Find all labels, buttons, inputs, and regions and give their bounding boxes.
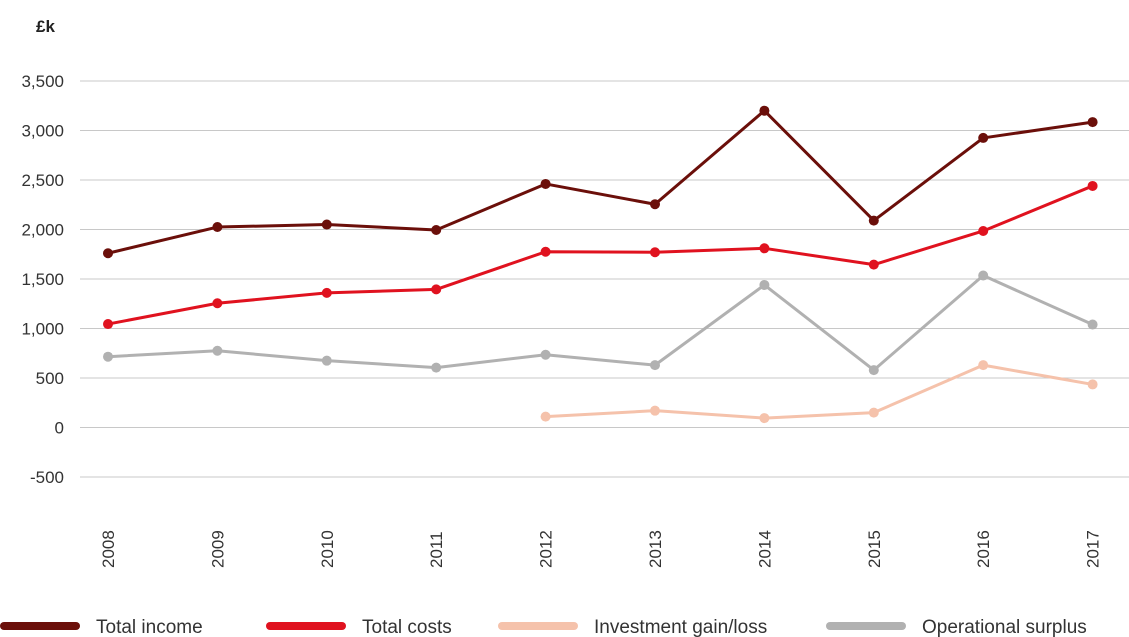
data-point <box>1087 117 1098 128</box>
y-tick-label: 500 <box>36 369 64 388</box>
data-point <box>1087 319 1098 330</box>
legend-item: Total costs <box>266 617 452 637</box>
series-lines <box>103 105 1098 424</box>
x-tick-label: 2013 <box>646 530 665 568</box>
data-point <box>978 270 989 281</box>
y-tick-label: 0 <box>55 419 64 438</box>
data-point <box>1087 180 1098 191</box>
legend-label: Total income <box>96 617 203 637</box>
series-4 <box>103 270 1098 376</box>
data-point <box>321 287 332 298</box>
y-tick-label: 3,500 <box>21 72 64 91</box>
data-point <box>759 413 770 424</box>
legend-label: Operational surplus <box>922 617 1087 637</box>
data-point <box>759 105 770 116</box>
data-point <box>650 247 660 258</box>
legend: Total income Total costs Investment gain/l… <box>0 617 1087 637</box>
data-point <box>868 365 879 376</box>
y-axis-ticks: -500 0 500 1,000 1,500 2,000 2,500 3,000 3,500 <box>21 72 64 487</box>
x-tick-label: 2014 <box>755 530 774 568</box>
series-line <box>107 184 1094 326</box>
data-point <box>978 360 989 371</box>
data-point <box>868 407 879 418</box>
x-tick-label: 2016 <box>974 530 993 568</box>
data-point <box>650 199 660 210</box>
unit-label: £k <box>36 17 55 36</box>
series-line <box>107 274 1094 372</box>
x-tick-label: 2009 <box>208 530 227 568</box>
data-point <box>540 246 551 257</box>
series-line <box>545 363 1093 420</box>
x-tick-label: 2015 <box>865 530 884 568</box>
gridlines <box>80 80 1129 478</box>
x-tick-label: 2012 <box>537 530 556 568</box>
series-line <box>107 109 1093 255</box>
data-point <box>868 215 879 226</box>
legend-label: Total costs <box>362 617 452 637</box>
y-tick-label: -500 <box>30 468 64 487</box>
data-point <box>431 362 442 373</box>
y-tick-label: 2,500 <box>21 171 64 190</box>
data-point <box>1087 379 1098 390</box>
x-tick-label: 2017 <box>1084 530 1103 568</box>
x-axis-ticks: 2008 2009 2010 2011 2012 2013 2014 2015 2016 2017 <box>99 530 1103 568</box>
series-2 <box>103 180 1098 330</box>
data-point <box>103 319 113 330</box>
x-tick-label: 2008 <box>99 530 118 568</box>
data-point <box>868 259 879 270</box>
legend-item: Operational surplus <box>826 617 1087 637</box>
data-point <box>978 132 989 143</box>
legend-label: Investment gain/loss <box>594 617 767 637</box>
data-point <box>540 178 551 189</box>
data-point <box>540 349 551 360</box>
data-point <box>321 219 332 230</box>
data-point <box>212 222 223 233</box>
series-3 <box>540 360 1098 424</box>
data-point <box>431 284 442 295</box>
data-point <box>759 279 770 290</box>
data-point <box>103 248 113 259</box>
data-point <box>650 405 660 416</box>
y-tick-label: 1,500 <box>21 270 64 289</box>
data-point <box>212 298 223 309</box>
y-tick-label: 2,000 <box>21 221 64 240</box>
data-point <box>650 360 660 371</box>
y-tick-label: 3,000 <box>21 122 64 141</box>
data-point <box>759 243 770 254</box>
data-point <box>321 355 332 366</box>
data-point <box>103 351 113 362</box>
data-point <box>978 225 989 236</box>
data-point <box>540 411 551 422</box>
data-point <box>431 224 442 235</box>
data-point <box>212 345 223 356</box>
x-tick-label: 2011 <box>427 531 446 568</box>
x-tick-label: 2010 <box>318 530 337 568</box>
legend-item: Total income <box>0 617 203 637</box>
legend-item: Investment gain/loss <box>498 617 767 637</box>
y-tick-label: 1,000 <box>21 320 64 339</box>
series-1 <box>103 105 1098 259</box>
